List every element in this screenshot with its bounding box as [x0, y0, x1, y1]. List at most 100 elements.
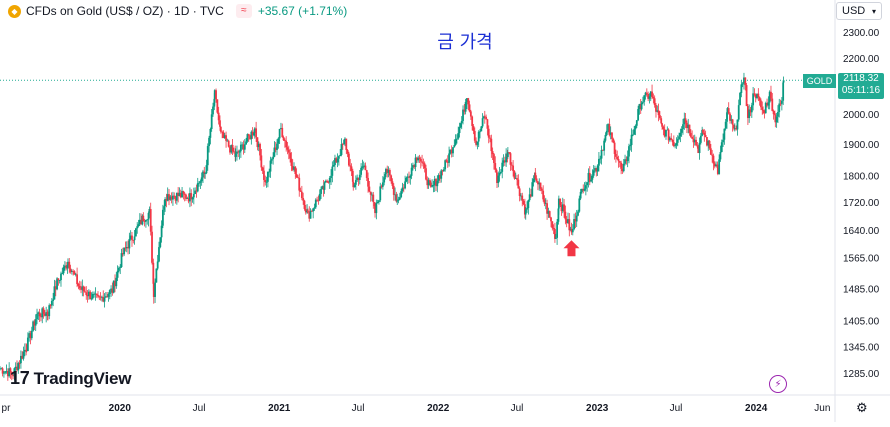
- candle-body: [491, 151, 494, 155]
- candle-body: [643, 95, 646, 102]
- candle-body: [625, 159, 628, 162]
- chart-title: 금 가격: [0, 28, 890, 54]
- candle-body: [60, 273, 62, 281]
- candle-body: [367, 177, 369, 187]
- candle-body: [591, 175, 594, 180]
- candle-body: [683, 118, 686, 125]
- candle-body: [527, 200, 530, 209]
- candle-body: [494, 163, 497, 170]
- gear-icon[interactable]: ⚙: [856, 400, 868, 415]
- candle-body: [660, 118, 663, 124]
- candle-body: [362, 166, 365, 168]
- candle-body: [33, 321, 36, 326]
- candle-body: [510, 164, 513, 166]
- candle-body: [703, 132, 706, 136]
- candle-body: [402, 187, 405, 189]
- candle-body: [722, 139, 724, 143]
- candle-body: [312, 208, 315, 212]
- x-tick-label: Jul: [670, 403, 683, 414]
- candle-body: [716, 167, 719, 174]
- candle-body: [182, 191, 185, 194]
- candle-body: [12, 374, 14, 377]
- candle-body: [442, 169, 445, 171]
- candle-body: [762, 109, 765, 111]
- candle-body: [155, 268, 158, 283]
- x-tick-label: 2021: [268, 403, 291, 414]
- candle-body: [528, 194, 531, 201]
- candle-body: [238, 151, 241, 153]
- candle-body: [523, 204, 526, 215]
- candle-body: [462, 109, 464, 121]
- candle-body: [642, 101, 644, 103]
- y-tick-label: 1900.00: [843, 140, 880, 151]
- gold-symbol-icon: ◆: [8, 4, 21, 18]
- candle-body: [56, 278, 58, 290]
- candle-body: [628, 146, 630, 157]
- candle-body: [86, 295, 89, 297]
- candle-body: [671, 139, 674, 143]
- candle-body: [452, 147, 454, 154]
- candle-body: [297, 177, 299, 179]
- candle-body: [345, 138, 348, 151]
- candle-body: [242, 144, 245, 150]
- candle-body: [310, 210, 313, 212]
- candle-body: [716, 164, 719, 168]
- candle-body: [159, 237, 162, 248]
- candle-body: [138, 219, 141, 225]
- candle-body: [601, 149, 604, 151]
- candle-body: [666, 129, 669, 131]
- candle-body: [532, 178, 535, 183]
- candle-body: [143, 221, 146, 223]
- candle-body: [647, 94, 650, 99]
- candle-body: [62, 266, 65, 274]
- candle-body: [612, 138, 615, 143]
- candle-body: [67, 261, 69, 266]
- candle-body: [748, 109, 751, 119]
- candle-body: [637, 109, 640, 121]
- currency-button[interactable]: USD ▾: [836, 2, 882, 20]
- x-tick-label: 2024: [745, 403, 768, 414]
- candle-body: [592, 170, 595, 176]
- candle-body: [653, 98, 656, 105]
- candle-body: [542, 190, 545, 200]
- x-tick-label: 2020: [109, 403, 132, 414]
- candle-body: [594, 168, 596, 171]
- candle-body: [78, 285, 81, 289]
- candle-body: [245, 141, 248, 145]
- candle-body: [16, 366, 18, 371]
- candle-body: [223, 135, 226, 139]
- candle-body: [212, 106, 214, 115]
- candle-body: [30, 330, 33, 339]
- candle-body: [41, 308, 44, 318]
- candle-body: [57, 278, 60, 281]
- x-tick-label: Jul: [193, 403, 206, 414]
- tradingview-logo[interactable]: 17 TradingView: [10, 368, 131, 389]
- candle-body: [283, 140, 286, 141]
- y-tick-label: 1345.00: [843, 342, 880, 353]
- candle-body: [198, 182, 200, 184]
- candle-body: [280, 127, 282, 129]
- candle-body: [13, 368, 16, 377]
- candle-body: [308, 212, 311, 219]
- candle-body: [134, 228, 137, 237]
- candle-body: [503, 160, 506, 163]
- candle-body: [551, 221, 554, 228]
- candle-body: [688, 124, 691, 133]
- candle-body: [508, 152, 511, 154]
- candle-body: [600, 149, 603, 159]
- candle-body: [421, 161, 423, 163]
- candle-body: [72, 271, 75, 272]
- candle-body: [498, 173, 501, 176]
- candle-body: [0, 368, 3, 370]
- candle-body: [81, 286, 84, 290]
- candle-body: [429, 182, 432, 187]
- swap-icon[interactable]: ≈: [235, 4, 252, 18]
- x-tick-label: 2022: [427, 403, 450, 414]
- candle-body: [374, 206, 376, 214]
- candle-body: [530, 194, 532, 197]
- red-up-arrow: [563, 240, 580, 257]
- candle-body: [670, 138, 673, 140]
- candle-body: [439, 175, 441, 179]
- lightning-icon[interactable]: ⚡: [769, 375, 787, 393]
